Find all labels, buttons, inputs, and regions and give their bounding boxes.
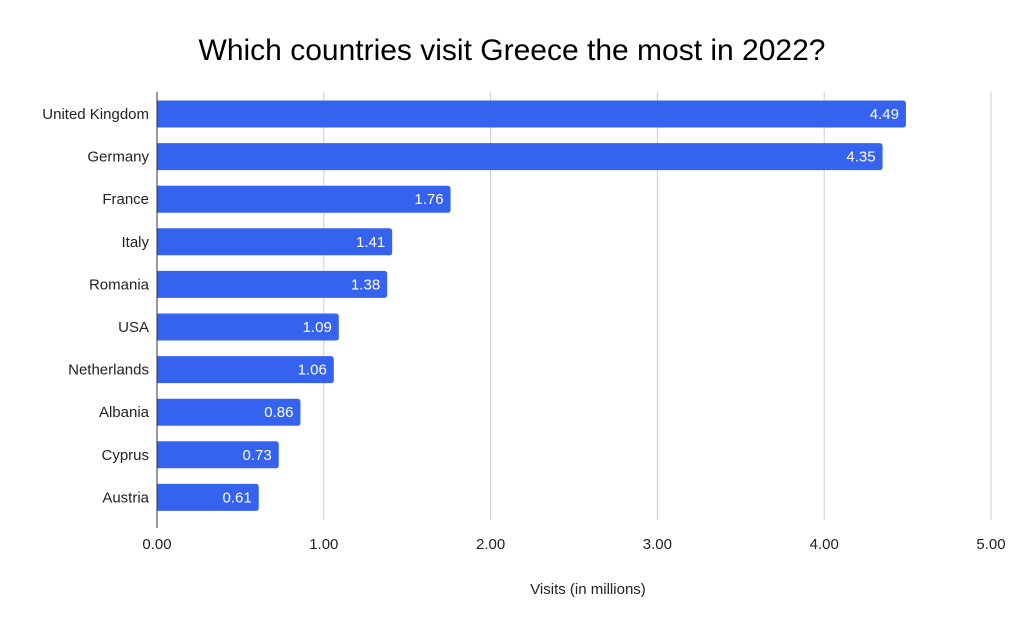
data-label: 4.35 [846,149,875,166]
x-tick-labels: 0.00 1.00 2.00 3.00 4.00 5.00 [142,536,1005,553]
category-labels: United Kingdom Germany France Italy Romania U… [42,106,149,506]
category-label: Italy [121,234,149,251]
category-label: Netherlands [68,362,149,379]
bar [157,356,334,384]
x-axis-title: Visits (in millions) [530,581,646,598]
x-tick-label: 2.00 [476,536,505,553]
bar [157,398,301,426]
bar [157,185,451,213]
data-label: 1.38 [351,276,380,293]
category-label: Austria [102,489,149,506]
data-label: 0.73 [243,447,272,464]
bar [157,228,393,256]
data-label: 1.76 [414,191,443,208]
x-tick-label: 1.00 [309,536,338,553]
category-label: Cyprus [101,447,149,464]
category-label: Germany [87,149,149,166]
bar [157,313,339,341]
data-label: 1.09 [303,319,332,336]
bar [157,143,883,171]
category-label: France [102,191,149,208]
bar [157,100,906,128]
category-label: USA [118,319,149,336]
x-tick-label: 5.00 [976,536,1005,553]
x-tick-label: 0.00 [142,536,171,553]
chart-title: Which countries visit Greece the most in… [199,34,826,67]
category-label: Albania [99,404,150,421]
category-label: United Kingdom [42,106,149,123]
data-label: 4.49 [870,106,899,123]
bar [157,270,388,298]
bar [157,483,259,511]
bars: 4.49 4.35 1.76 1.41 1.38 1.09 1.06 0.86 0.73 0.61 [157,100,906,511]
bar [157,441,279,469]
x-tick-label: 4.00 [810,536,839,553]
data-label: 0.86 [264,404,293,421]
data-label: 1.41 [356,234,385,251]
category-label: Romania [89,276,150,293]
data-label: 1.06 [298,362,327,379]
x-tick-label: 3.00 [643,536,672,553]
data-label: 0.61 [223,489,252,506]
